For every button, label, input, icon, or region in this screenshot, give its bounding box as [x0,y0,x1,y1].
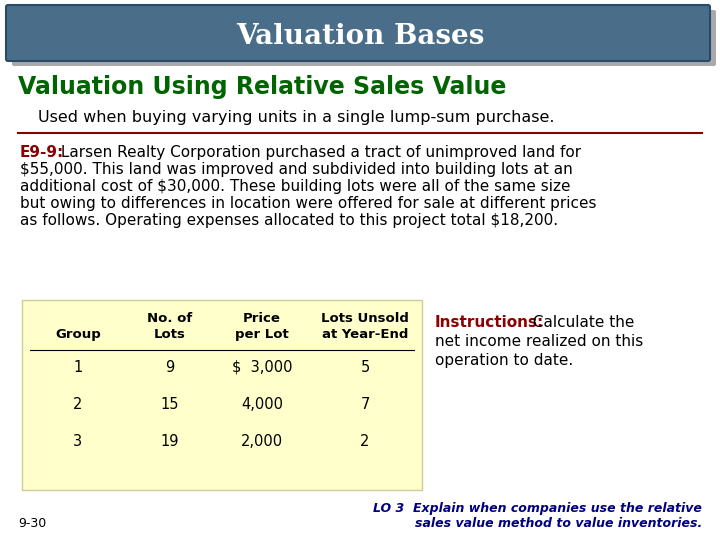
Text: 2: 2 [73,397,83,412]
Text: 3: 3 [73,434,83,449]
Text: as follows. Operating expenses allocated to this project total $18,200.: as follows. Operating expenses allocated… [20,213,558,228]
Text: Valuation Bases: Valuation Bases [236,23,484,50]
Text: Lots: Lots [154,328,186,341]
Text: net income realized on this: net income realized on this [435,334,643,349]
Text: operation to date.: operation to date. [435,353,573,368]
Text: 15: 15 [161,397,179,412]
Text: sales value method to value inventories.: sales value method to value inventories. [415,517,702,530]
Text: E9-9:: E9-9: [20,145,64,160]
Text: $55,000. This land was improved and subdivided into building lots at an: $55,000. This land was improved and subd… [20,162,572,177]
Text: 7: 7 [360,397,369,412]
FancyBboxPatch shape [12,10,716,66]
Text: Calculate the: Calculate the [528,315,634,330]
Text: 2: 2 [360,434,369,449]
Text: at Year-End: at Year-End [322,328,408,341]
Text: LO 3  Explain when companies use the relative: LO 3 Explain when companies use the rela… [373,502,702,515]
Text: 2,000: 2,000 [241,434,283,449]
Text: Lots Unsold: Lots Unsold [321,312,409,325]
Text: 5: 5 [361,360,369,375]
FancyBboxPatch shape [6,5,710,61]
Text: 1: 1 [73,360,83,375]
Text: 9-30: 9-30 [18,517,46,530]
Text: $  3,000: $ 3,000 [232,360,292,375]
Text: Used when buying varying units in a single lump-sum purchase.: Used when buying varying units in a sing… [38,110,554,125]
Text: 19: 19 [161,434,179,449]
Text: 4,000: 4,000 [241,397,283,412]
Text: additional cost of $30,000. These building lots were all of the same size: additional cost of $30,000. These buildi… [20,179,570,194]
Text: 9: 9 [166,360,175,375]
FancyBboxPatch shape [22,300,422,490]
Text: but owing to differences in location were offered for sale at different prices: but owing to differences in location wer… [20,196,596,211]
Text: Instructions:: Instructions: [435,315,544,330]
Text: Larsen Realty Corporation purchased a tract of unimproved land for: Larsen Realty Corporation purchased a tr… [56,145,581,160]
Text: Group: Group [55,328,101,341]
Text: Price: Price [243,312,281,325]
Text: No. of: No. of [148,312,193,325]
Text: Valuation Using Relative Sales Value: Valuation Using Relative Sales Value [18,75,506,99]
Text: per Lot: per Lot [235,328,289,341]
